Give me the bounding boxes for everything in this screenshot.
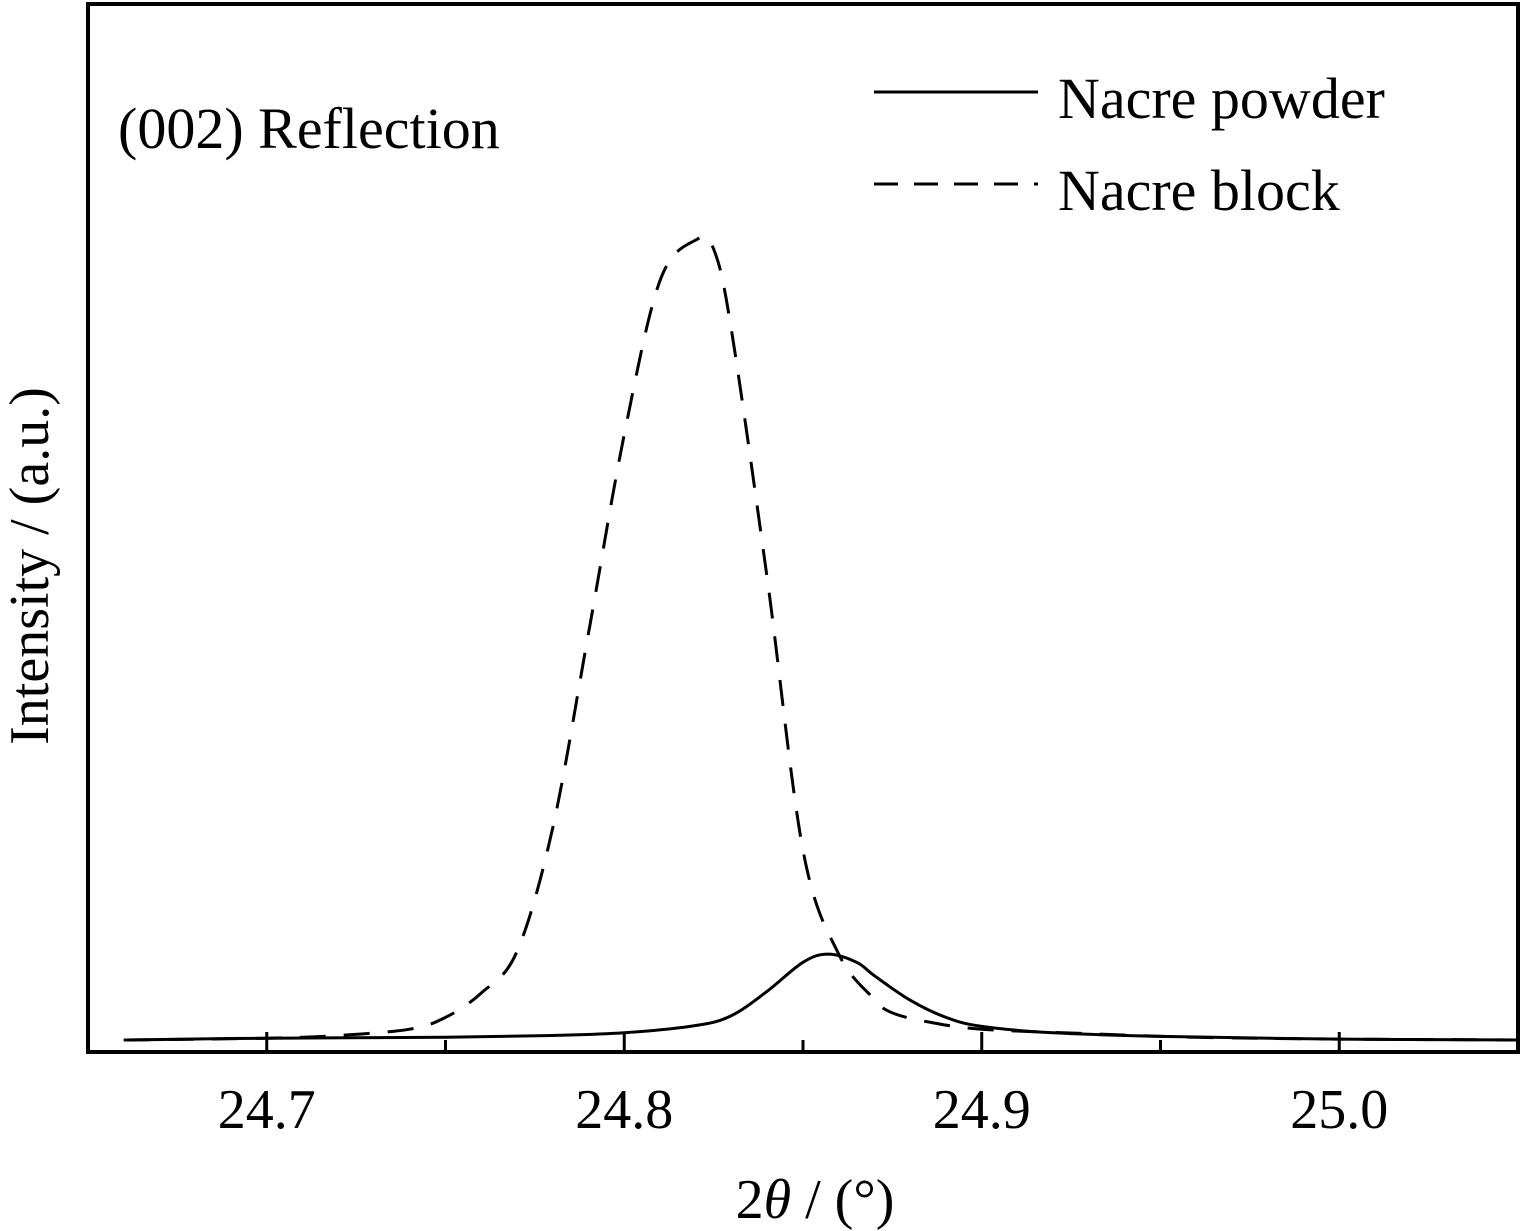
x-tick-label: 25.0 <box>1290 1079 1388 1141</box>
series-line-nacre-powder <box>123 952 1519 1042</box>
y-axis-label: Intensity / (a.u.) <box>0 387 61 745</box>
x-tick-label: 24.9 <box>933 1079 1031 1141</box>
series-lines <box>123 235 1519 1042</box>
x-ticks: 24.7 24.8 24.9 25.0 <box>218 1032 1388 1141</box>
series-line-nacre-block <box>123 235 1519 1042</box>
legend-label-nacre-powder: Nacre powder <box>1058 66 1385 131</box>
x-axis-label-suffix: / (°) <box>791 1169 894 1231</box>
legend-label-nacre-block: Nacre block <box>1058 158 1340 223</box>
x-axis-label-prefix: 2 <box>736 1169 764 1231</box>
x-axis-label: 2θ / (°) <box>736 1169 895 1231</box>
x-axis-label-symbol: θ <box>764 1169 792 1231</box>
x-tick-label: 24.7 <box>218 1079 316 1141</box>
annotation-text: (002) Reflection <box>118 96 500 161</box>
legend: Nacre powder Nacre block <box>874 66 1385 223</box>
x-tick-label: 24.8 <box>575 1079 673 1141</box>
